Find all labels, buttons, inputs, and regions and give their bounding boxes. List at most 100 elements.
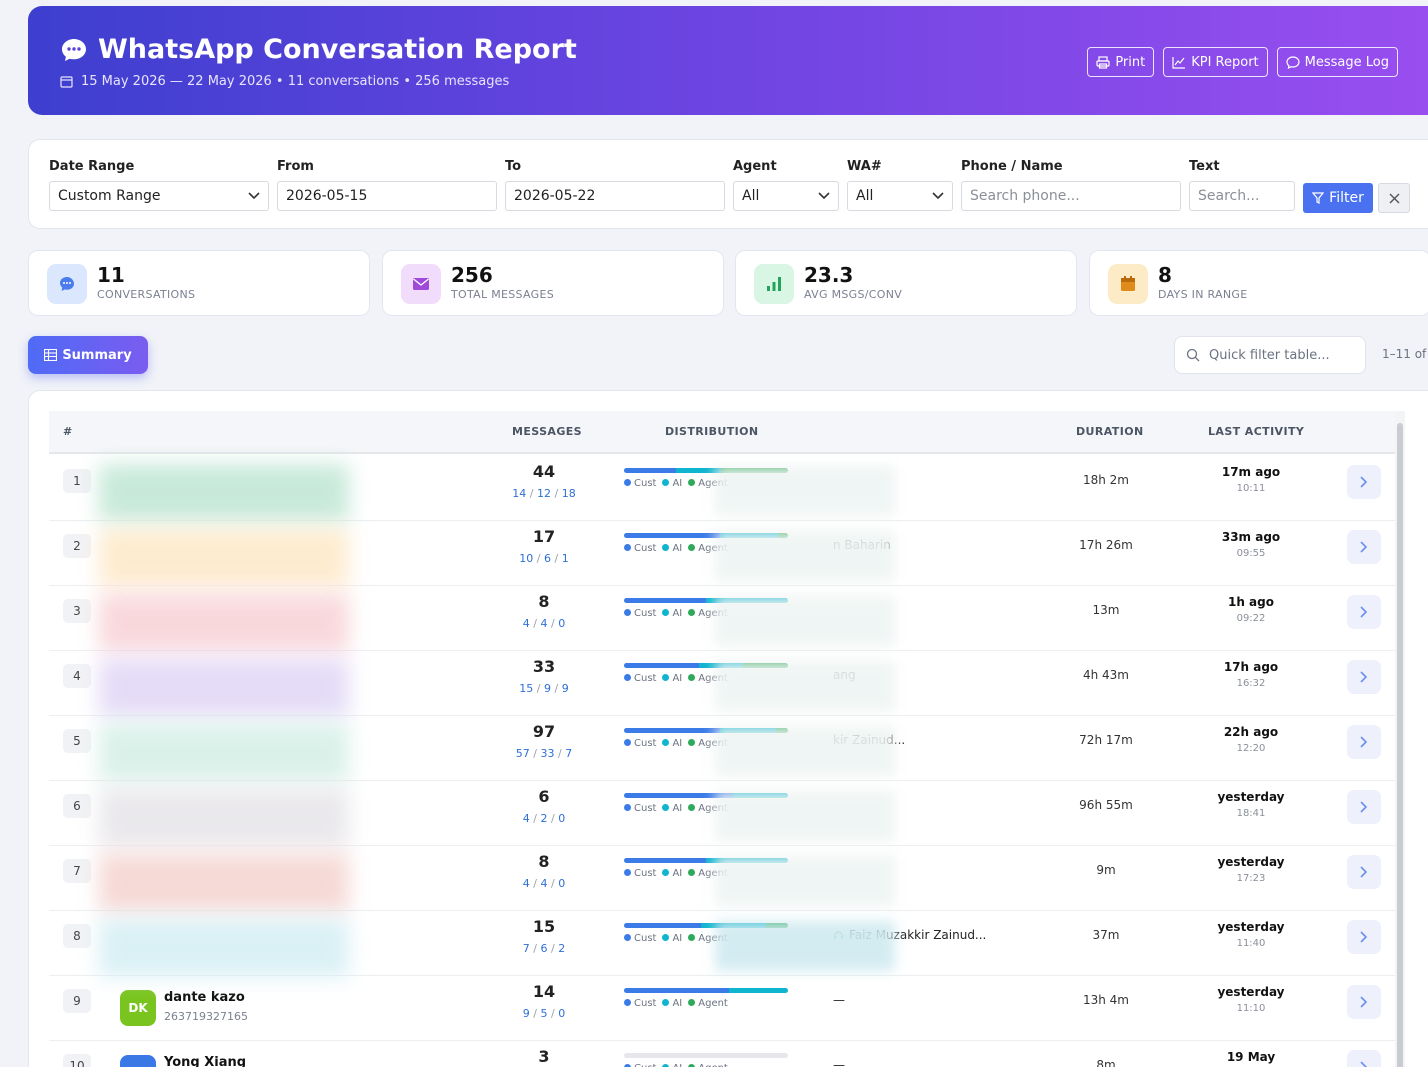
- redacted-agent-cell: [715, 466, 895, 516]
- last-activity-time: 16:32: [1236, 678, 1266, 689]
- customer-name: Yong Xiang: [164, 1055, 247, 1067]
- message-split: 4 / 4 / 0: [522, 877, 566, 890]
- summary-tab-button[interactable]: Summary: [28, 336, 148, 374]
- last-activity-relative: 19 May: [1226, 1050, 1276, 1064]
- open-conversation-button[interactable]: [1347, 465, 1381, 499]
- filter-button-label: Filter: [1329, 190, 1364, 206]
- table-row[interactable]: 3 8 4 / 4 / 0 Cust AI Agent 13m 1h ago 0…: [49, 586, 1395, 651]
- date-range-value: Custom Range: [58, 188, 161, 204]
- table-row[interactable]: 10 YX Yong Xiang 3 Cust AI Agent — 8m 19…: [49, 1041, 1395, 1067]
- row-number: 9: [63, 989, 91, 1013]
- chevron-right-icon: [1360, 1061, 1368, 1067]
- filter-button[interactable]: Filter: [1303, 183, 1373, 213]
- legend-cust: Cust: [624, 543, 656, 554]
- phone-name-label: Phone / Name: [961, 159, 1063, 174]
- stat-card-conversations: 11 CONVERSATIONS: [28, 250, 370, 316]
- conversation-table-card: # MESSAGES DISTRIBUTION DURATION LAST AC…: [28, 390, 1428, 1067]
- distribution-legend: Cust AI Agent: [624, 803, 728, 814]
- cust-segment: [624, 468, 677, 473]
- date-range-select[interactable]: Custom Range: [49, 181, 269, 211]
- cust-segment: [624, 598, 706, 603]
- cust-segment: [624, 728, 721, 733]
- open-conversation-button[interactable]: [1347, 985, 1381, 1019]
- last-activity-relative: 17m ago: [1221, 465, 1281, 479]
- row-number: 8: [63, 924, 91, 948]
- message-total: 97: [532, 722, 556, 741]
- open-conversation-button[interactable]: [1347, 595, 1381, 629]
- chevron-right-icon: [1360, 606, 1368, 618]
- table-row[interactable]: 4 33 15 / 9 / 9 Cust AI Agent ang 4h 43m…: [49, 651, 1395, 716]
- phone-search-input[interactable]: Search phone...: [961, 181, 1181, 211]
- legend-agent: Agent: [688, 998, 728, 1009]
- message-total: 15: [532, 917, 556, 936]
- table-row[interactable]: 7 8 4 / 4 / 0 Cust AI Agent 9m yesterday…: [49, 846, 1395, 911]
- scrollbar-thumb[interactable]: [1397, 423, 1403, 1067]
- open-conversation-button[interactable]: [1347, 1050, 1381, 1067]
- avatar: YX: [120, 1055, 156, 1067]
- wa-select[interactable]: All: [847, 181, 953, 211]
- wa-value: All: [856, 188, 874, 204]
- line-chart-icon: [1172, 56, 1186, 69]
- to-date-input[interactable]: 2026-05-22: [505, 181, 725, 211]
- last-activity-relative: 22h ago: [1223, 725, 1279, 739]
- message-total: 14: [532, 982, 556, 1001]
- row-number: 4: [63, 664, 91, 688]
- table-row[interactable]: 8 15 7 / 6 / 2 Cust AI Agent Faiz Muzakk…: [49, 911, 1395, 976]
- last-activity-time: 09:55: [1236, 548, 1266, 559]
- table-row[interactable]: 1 44 14 / 12 / 18 Cust AI Agent 18h 2m 1…: [49, 456, 1395, 521]
- chevron-down-icon: [248, 192, 260, 200]
- col-header-last-activity: LAST ACTIVITY: [1208, 425, 1305, 438]
- open-conversation-button[interactable]: [1347, 660, 1381, 694]
- cust-count: 14: [512, 487, 527, 500]
- chevron-right-icon: [1360, 866, 1368, 878]
- from-date-input[interactable]: 2026-05-15: [277, 181, 497, 211]
- from-label: From: [277, 159, 314, 174]
- open-conversation-button[interactable]: [1347, 530, 1381, 564]
- table-row[interactable]: 9 DK dante kazo 263719327165 14 9 / 5 / …: [49, 976, 1395, 1041]
- table-header: # MESSAGES DISTRIBUTION DURATION LAST AC…: [49, 411, 1395, 454]
- distribution-bar: [624, 988, 788, 993]
- legend-ai: AI: [662, 608, 682, 619]
- distribution-bar: [624, 1053, 788, 1058]
- ai-count: 6: [544, 552, 551, 565]
- duration: 13m: [1092, 603, 1120, 617]
- message-total: 8: [538, 592, 550, 611]
- text-search-input[interactable]: Search...: [1189, 181, 1295, 211]
- row-number: 6: [63, 794, 91, 818]
- agent-label: Agent: [733, 159, 777, 174]
- filter-panel: Date Range Custom Range From 2026-05-15 …: [28, 139, 1428, 229]
- cust-segment: [624, 533, 721, 538]
- redacted-agent-cell: [715, 661, 895, 711]
- assigned-agent: —: [833, 1058, 845, 1067]
- kpi-report-button[interactable]: KPI Report: [1163, 47, 1268, 77]
- summary-tab-label: Summary: [62, 347, 132, 363]
- message-total: 33: [532, 657, 556, 676]
- print-button[interactable]: Print: [1087, 47, 1155, 77]
- agent-value: All: [742, 188, 760, 204]
- stat-value: 256: [451, 263, 493, 287]
- agent-select[interactable]: All: [733, 181, 839, 211]
- phone-search-placeholder: Search phone...: [970, 188, 1080, 204]
- redacted-agent-cell: [715, 531, 895, 581]
- open-conversation-button[interactable]: [1347, 920, 1381, 954]
- open-conversation-button[interactable]: [1347, 790, 1381, 824]
- message-log-button[interactable]: Message Log: [1276, 47, 1398, 77]
- text-label: Text: [1189, 159, 1220, 174]
- legend-cust: Cust: [624, 868, 656, 879]
- legend-cust: Cust: [624, 1063, 656, 1067]
- chevron-right-icon: [1360, 476, 1368, 488]
- legend-agent: Agent: [688, 738, 728, 749]
- legend-cust: Cust: [624, 478, 656, 489]
- last-activity-time: 17:23: [1236, 873, 1266, 884]
- to-label: To: [505, 159, 522, 174]
- legend-cust: Cust: [624, 998, 656, 1009]
- distribution-legend: Cust AI Agent: [624, 933, 728, 944]
- open-conversation-button[interactable]: [1347, 725, 1381, 759]
- text-search-placeholder: Search...: [1198, 188, 1260, 204]
- cust-count: 57: [515, 747, 530, 760]
- legend-ai: AI: [662, 998, 682, 1009]
- quick-filter-input[interactable]: Quick filter table...: [1174, 336, 1366, 374]
- open-conversation-button[interactable]: [1347, 855, 1381, 889]
- legend-agent: Agent: [688, 868, 728, 879]
- clear-filters-button[interactable]: [1378, 183, 1410, 213]
